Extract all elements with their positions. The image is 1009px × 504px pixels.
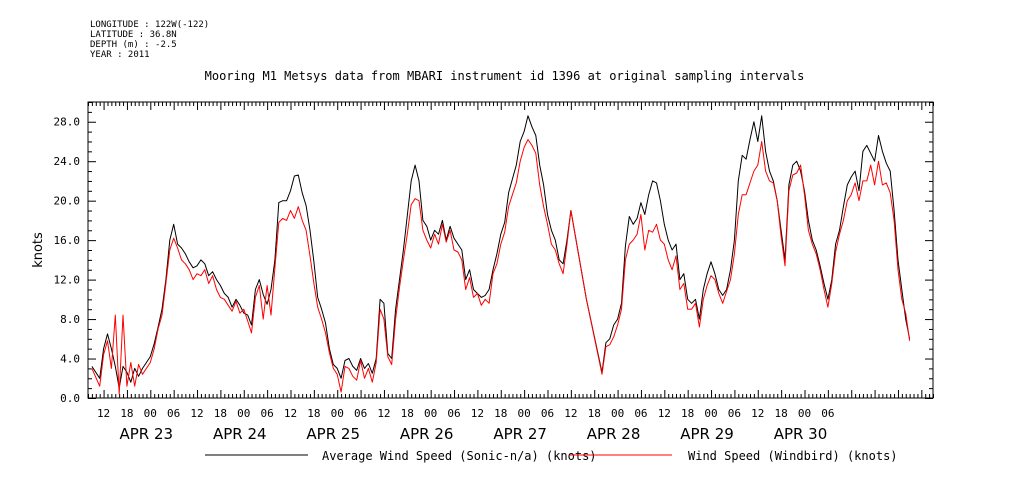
series-line-windbird (91, 139, 911, 395)
x-day-label: APR 26 (400, 425, 454, 443)
y-tick-label: 0.0 (60, 392, 80, 405)
x-tick-label: 06 (541, 407, 554, 420)
y-axis-label: knots (31, 232, 46, 268)
y-tick-label: 28.0 (54, 116, 81, 129)
x-tick-label: 06 (728, 407, 741, 420)
x-tick-label: 12 (658, 407, 671, 420)
legend-label-windbird: Wind Speed (Windbird) (knots) (688, 449, 898, 463)
x-day-label: APR 30 (774, 425, 828, 443)
year-label: YEAR : 2011 (90, 50, 150, 60)
x-tick-label: 00 (704, 407, 717, 420)
x-tick-label: 18 (588, 407, 601, 420)
x-tick-label: 18 (401, 407, 414, 420)
y-tick-label: 8.0 (60, 313, 80, 326)
x-tick-label: 06 (354, 407, 367, 420)
x-tick-label: 00 (144, 407, 157, 420)
x-tick-label: 12 (284, 407, 297, 420)
x-tick-label: 00 (611, 407, 624, 420)
legend-label-sonic: Average Wind Speed (Sonic-n/a) (knots) (322, 449, 597, 463)
x-day-label: APR 27 (493, 425, 547, 443)
x-day-label: APR 24 (213, 425, 267, 443)
x-tick-label: 00 (798, 407, 811, 420)
x-tick-label: 18 (775, 407, 788, 420)
x-tick-label: 12 (190, 407, 203, 420)
x-day-label: APR 23 (120, 425, 174, 443)
x-tick-label: 12 (97, 407, 110, 420)
chart-title: Mooring M1 Metsys data from MBARI instru… (204, 69, 805, 83)
x-tick-label: 18 (120, 407, 133, 420)
x-tick-label: 00 (331, 407, 344, 420)
x-tick-label: 18 (307, 407, 320, 420)
x-tick-label: 18 (494, 407, 507, 420)
x-tick-label: 06 (821, 407, 834, 420)
x-day-label: APR 29 (680, 425, 734, 443)
plot-frame (87, 101, 934, 399)
y-tick-label: 4.0 (60, 353, 80, 366)
series-line-sonic (91, 115, 911, 389)
x-tick-label: 12 (377, 407, 390, 420)
depth-label: DEPTH (m) : -2.5 (90, 40, 177, 50)
x-tick-label: 00 (518, 407, 531, 420)
x-tick-label: 18 (681, 407, 694, 420)
latitude-label: LATITUDE : 36.8N (90, 30, 177, 40)
x-tick-label: 18 (214, 407, 227, 420)
x-tick-label: 12 (471, 407, 484, 420)
x-tick-label: 06 (260, 407, 273, 420)
x-day-label: APR 28 (587, 425, 641, 443)
x-tick-label: 06 (447, 407, 460, 420)
x-tick-label: 00 (237, 407, 250, 420)
x-tick-label: 06 (167, 407, 180, 420)
x-tick-label: 12 (564, 407, 577, 420)
y-tick-label: 12.0 (54, 274, 81, 287)
y-tick-label: 20.0 (54, 195, 81, 208)
longitude-label: LONGITUDE : 122W(-122) (90, 20, 210, 30)
y-tick-label: 24.0 (54, 155, 81, 168)
x-tick-label: 00 (424, 407, 437, 420)
x-tick-label: 12 (751, 407, 764, 420)
x-day-label: APR 25 (306, 425, 360, 443)
y-tick-label: 16.0 (54, 234, 81, 247)
metadata-header: LONGITUDE : 122W(-122) LATITUDE : 36.8N … (90, 20, 209, 60)
x-tick-label: 06 (634, 407, 647, 420)
